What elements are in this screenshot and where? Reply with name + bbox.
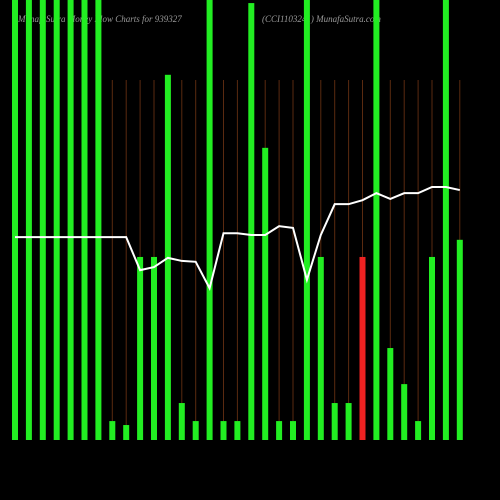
bar bbox=[317, 256, 324, 440]
bar bbox=[373, 0, 380, 440]
bar bbox=[359, 256, 366, 440]
bar bbox=[25, 0, 32, 440]
bar bbox=[331, 403, 338, 440]
bar bbox=[151, 256, 157, 440]
bar bbox=[137, 256, 144, 440]
bar bbox=[123, 425, 130, 440]
bar bbox=[12, 0, 18, 440]
bar bbox=[456, 239, 463, 440]
bar bbox=[248, 3, 255, 441]
bar bbox=[415, 421, 422, 440]
bar bbox=[262, 147, 269, 440]
bar bbox=[53, 0, 60, 440]
bar bbox=[81, 0, 88, 440]
bar bbox=[429, 256, 435, 440]
bar bbox=[39, 0, 46, 440]
bar bbox=[387, 348, 394, 440]
bar bbox=[192, 421, 199, 440]
bar bbox=[290, 421, 296, 440]
bar bbox=[67, 0, 74, 440]
chart-subtitle: (CCI1103241) MunafaSutra.com bbox=[262, 14, 381, 24]
bar bbox=[234, 421, 241, 440]
line bbox=[15, 186, 461, 291]
bar bbox=[401, 384, 408, 440]
bar bbox=[442, 0, 449, 440]
bar bbox=[206, 0, 213, 440]
bar bbox=[276, 421, 283, 440]
bar bbox=[95, 0, 102, 440]
bar bbox=[220, 421, 227, 440]
bar bbox=[178, 403, 185, 440]
bar bbox=[109, 421, 116, 440]
bar bbox=[303, 0, 310, 440]
bar bbox=[345, 403, 352, 440]
